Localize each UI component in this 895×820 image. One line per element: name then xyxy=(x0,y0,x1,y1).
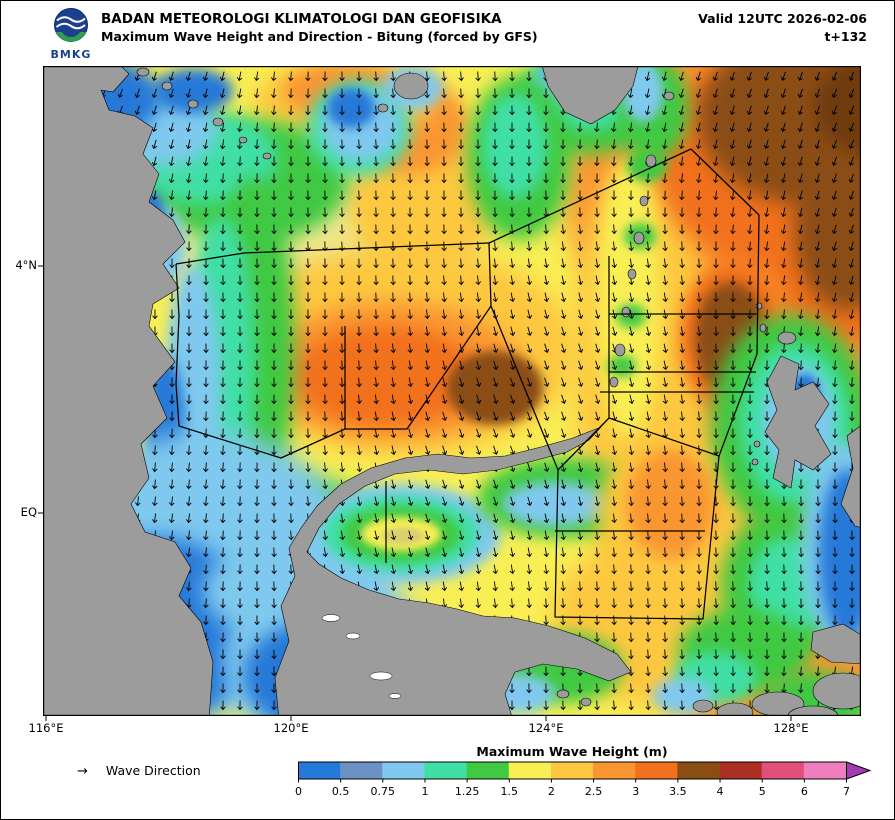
lat-label: 4°N xyxy=(15,258,37,272)
land-sulu-islands xyxy=(238,136,248,144)
lon-label: 116°E xyxy=(28,721,64,735)
forecast-step: t+132 xyxy=(824,29,867,44)
logo-wave-line xyxy=(55,22,86,30)
colorbar-tick-label: 2.5 xyxy=(585,785,603,798)
lon-label: 120°E xyxy=(273,721,309,735)
colorbar-tick-label: 1.25 xyxy=(455,785,480,798)
land-ternate-islands xyxy=(751,458,759,466)
wave-direction-label: Wave Direction xyxy=(105,763,201,778)
logo-text: BMKG xyxy=(51,48,92,61)
small-white-island xyxy=(345,632,361,640)
land-bacan-islands xyxy=(810,623,861,665)
land-halmahera xyxy=(764,355,832,489)
land-sulu-islands xyxy=(187,99,199,109)
colorbar-tick-label: 7 xyxy=(843,785,850,798)
colorbar-tick-label: 1.5 xyxy=(501,785,519,798)
land-sulu-islands xyxy=(161,81,173,91)
land-sangihe-islands xyxy=(645,154,657,168)
land-layer xyxy=(43,66,861,716)
land-corner-islands xyxy=(812,672,861,710)
land-banggai-islands xyxy=(580,697,592,707)
colorbar-tick-label: 6 xyxy=(801,785,808,798)
logo-green-arc xyxy=(56,32,86,42)
map-border xyxy=(43,66,861,716)
land-sulu-islands xyxy=(262,152,272,160)
land-sulu-islands xyxy=(136,67,150,77)
forecast-zone-boundaries xyxy=(175,148,760,620)
land-sangihe-islands xyxy=(633,231,645,245)
small-white-island xyxy=(321,614,341,622)
colorbar-tick-label: 4 xyxy=(717,785,724,798)
land-sangihe-islands xyxy=(639,195,649,207)
colorbar-tick-label: 0.5 xyxy=(332,785,350,798)
land-morotai-island xyxy=(777,331,797,345)
land-jolo-island xyxy=(377,103,389,113)
land-ternate-islands xyxy=(753,440,761,448)
colorbar-tick-label: 0.75 xyxy=(371,785,396,798)
colorbar-overflow-arrow xyxy=(846,761,872,780)
small-white-island xyxy=(388,693,402,699)
land-sulawesi xyxy=(274,426,632,716)
land-sula-islands xyxy=(716,702,754,716)
lat-label: EQ xyxy=(20,505,37,519)
product-title: Maximum Wave Height and Direction - Bitu… xyxy=(101,29,538,44)
land-mindanao xyxy=(541,66,639,125)
colorbar-segments xyxy=(298,761,847,780)
land-ternate-islands xyxy=(755,302,763,310)
land-sangihe-islands xyxy=(614,343,626,357)
wave-height-map xyxy=(38,66,861,721)
land-banggai-islands xyxy=(556,689,570,699)
land-sula-islands xyxy=(751,691,805,716)
small-white-island xyxy=(369,671,393,681)
land-corner-islands xyxy=(787,705,839,716)
wave-direction-arrow-icon: → xyxy=(77,764,88,779)
colorbar-tick-label: 3.5 xyxy=(669,785,687,798)
land-right-edge-islands xyxy=(840,425,861,528)
land-sangihe-islands xyxy=(609,376,619,388)
land-sula-islands xyxy=(692,699,714,713)
land-mindanao-islet xyxy=(663,91,675,101)
colorbar-title: Maximum Wave Height (m) xyxy=(476,744,668,759)
land-ternate-islands xyxy=(759,323,767,333)
logo-wave-line xyxy=(56,16,86,23)
land-sangihe-islands xyxy=(627,268,637,280)
colorbar-tick-label: 0 xyxy=(295,785,302,798)
colorbar-tick-label: 3 xyxy=(632,785,639,798)
colorbar-tick-label: 1 xyxy=(421,785,428,798)
agency-title: BADAN METEOROLOGI KLIMATOLOGI DAN GEOFIS… xyxy=(101,11,502,27)
valid-time: Valid 12UTC 2026-02-06 xyxy=(698,11,867,26)
colorbar-tick-label: 2 xyxy=(548,785,555,798)
lon-label: 124°E xyxy=(528,721,564,735)
colorbar-tick-label: 5 xyxy=(759,785,766,798)
land-borneo xyxy=(43,66,214,716)
header: BMKG BADAN METEOROLOGI KLIMATOLOGI DAN G… xyxy=(1,1,894,65)
land-sangihe-islands xyxy=(621,306,631,318)
bmkg-logo: BMKG xyxy=(51,8,92,61)
wave-height-colorbar: 0 0.5 0.75 1 1.25 1.5 2 2.5 3 3.5 4 5 6 7 xyxy=(295,761,872,798)
axis-ticks xyxy=(38,265,792,721)
lon-label: 128°E xyxy=(773,721,809,735)
land-sulu-islands xyxy=(212,117,224,127)
wave-direction-legend: → Wave Direction xyxy=(77,763,201,779)
land-jolo-island xyxy=(393,72,429,100)
